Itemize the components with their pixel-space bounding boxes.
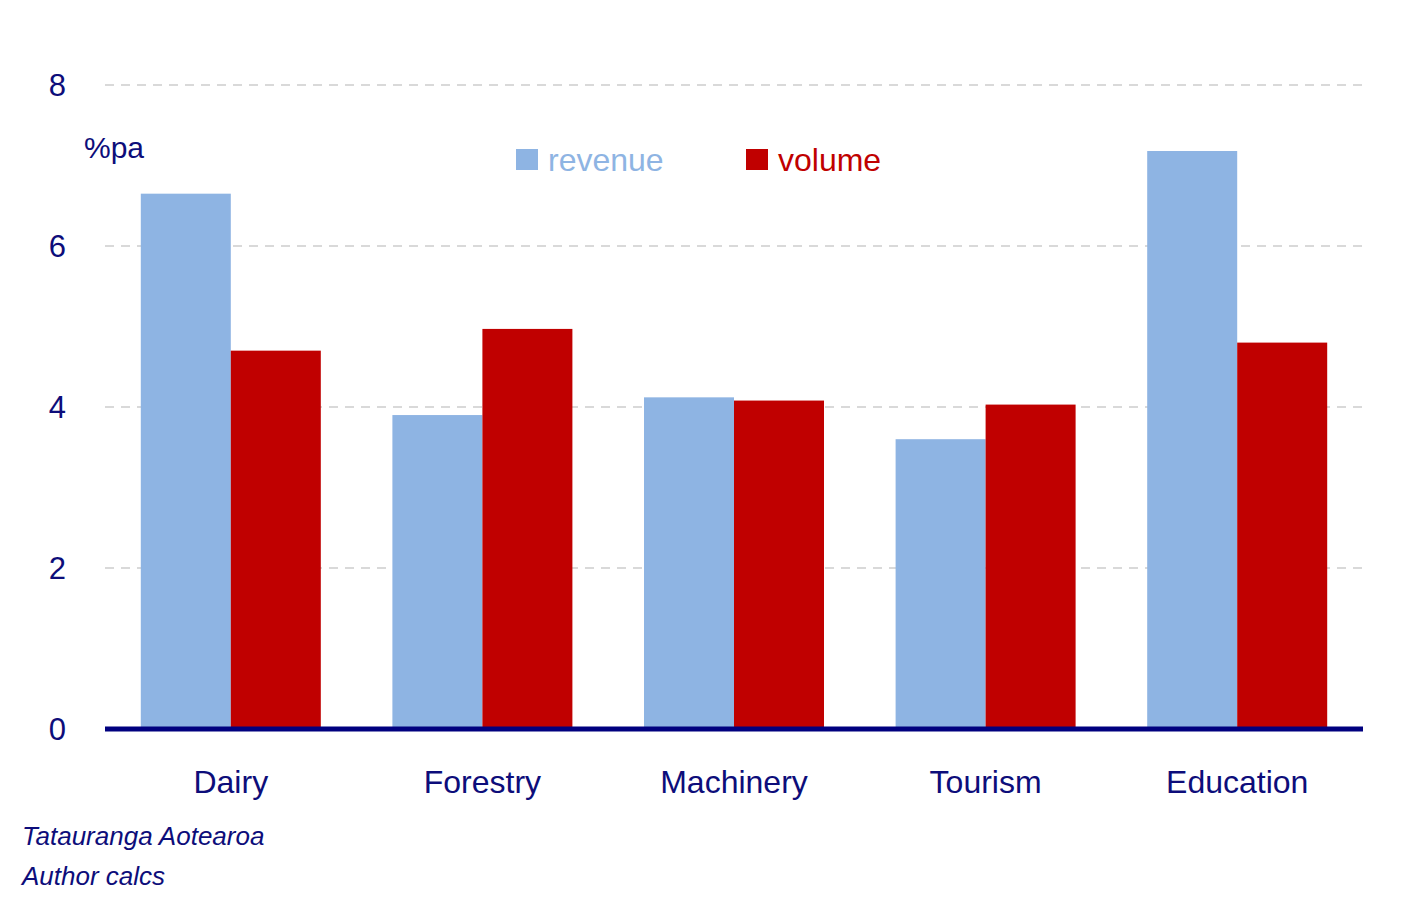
x-tick-label: Dairy [193, 764, 268, 800]
x-tick-label: Education [1166, 764, 1308, 800]
legend-label: volume [778, 142, 881, 178]
grid-line [105, 84, 1363, 86]
x-tick-label: Machinery [660, 764, 808, 800]
bar [231, 351, 321, 729]
bar [986, 405, 1076, 729]
y-tick-label: 8 [49, 68, 66, 103]
bar [1147, 151, 1237, 729]
legend-swatch [516, 149, 538, 170]
y-axis-label: %pa [84, 131, 144, 164]
bar [141, 194, 231, 729]
y-tick-label: 2 [49, 551, 66, 586]
bar [644, 397, 734, 729]
chart: 0 2 4 6 8 Dairy Forestry Machinery Tourism Educat… [0, 0, 1403, 901]
y-tick-label: 6 [49, 229, 66, 264]
legend-swatch [746, 149, 768, 170]
bars [141, 151, 1327, 729]
x-axis [105, 727, 1363, 732]
bar [1237, 343, 1327, 729]
annotation: Tatauranga Aotearoa [22, 821, 264, 851]
y-tick-label: 4 [49, 390, 66, 425]
bar [482, 329, 572, 729]
bar [734, 401, 824, 729]
x-tick-label: Tourism [930, 764, 1042, 800]
y-tick-label: 0 [49, 712, 66, 747]
legend-label: revenue [548, 142, 664, 178]
x-tick-label: Forestry [424, 764, 541, 800]
bar [896, 439, 986, 729]
bar [392, 415, 482, 729]
annotation: Author calcs [20, 861, 165, 891]
